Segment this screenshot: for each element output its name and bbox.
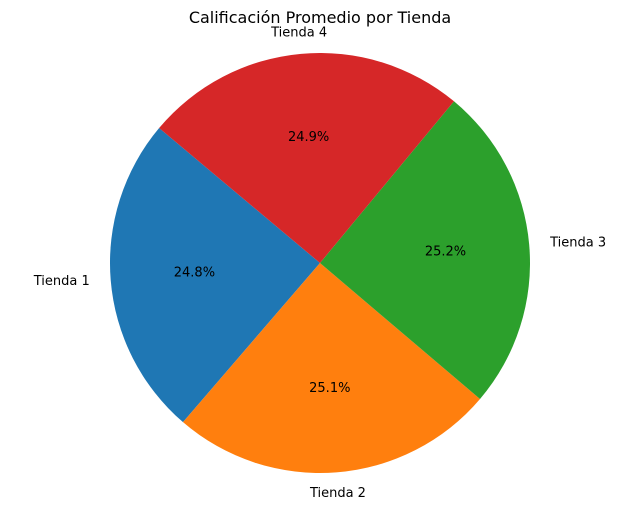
pie-slice-4 [159, 53, 454, 263]
pie-labels: 24.8% Tienda 1 25.1% Tienda 2 25.2% Tienda 3 2… [33, 25, 606, 500]
pie-category-label-2: Tienda 2 [309, 486, 366, 501]
pie-category-label-4: Tienda 4 [270, 25, 327, 40]
pie-percent-label-2: 25.1% [309, 381, 350, 396]
pie-percent-label-1: 24.8% [174, 266, 215, 281]
pie-category-label-1: Tienda 1 [33, 274, 90, 289]
pie-slices [109, 53, 530, 474]
pie-percent-label-3: 25.2% [425, 245, 466, 260]
pie-percent-label-4: 24.9% [288, 130, 329, 145]
pie-slice-1 [109, 128, 320, 423]
chart-title: Calificación Promedio por Tienda [189, 8, 451, 27]
pie-category-label-3: Tienda 3 [549, 235, 606, 250]
pie-slice-3 [320, 101, 530, 399]
pie-slice-2 [183, 263, 481, 474]
